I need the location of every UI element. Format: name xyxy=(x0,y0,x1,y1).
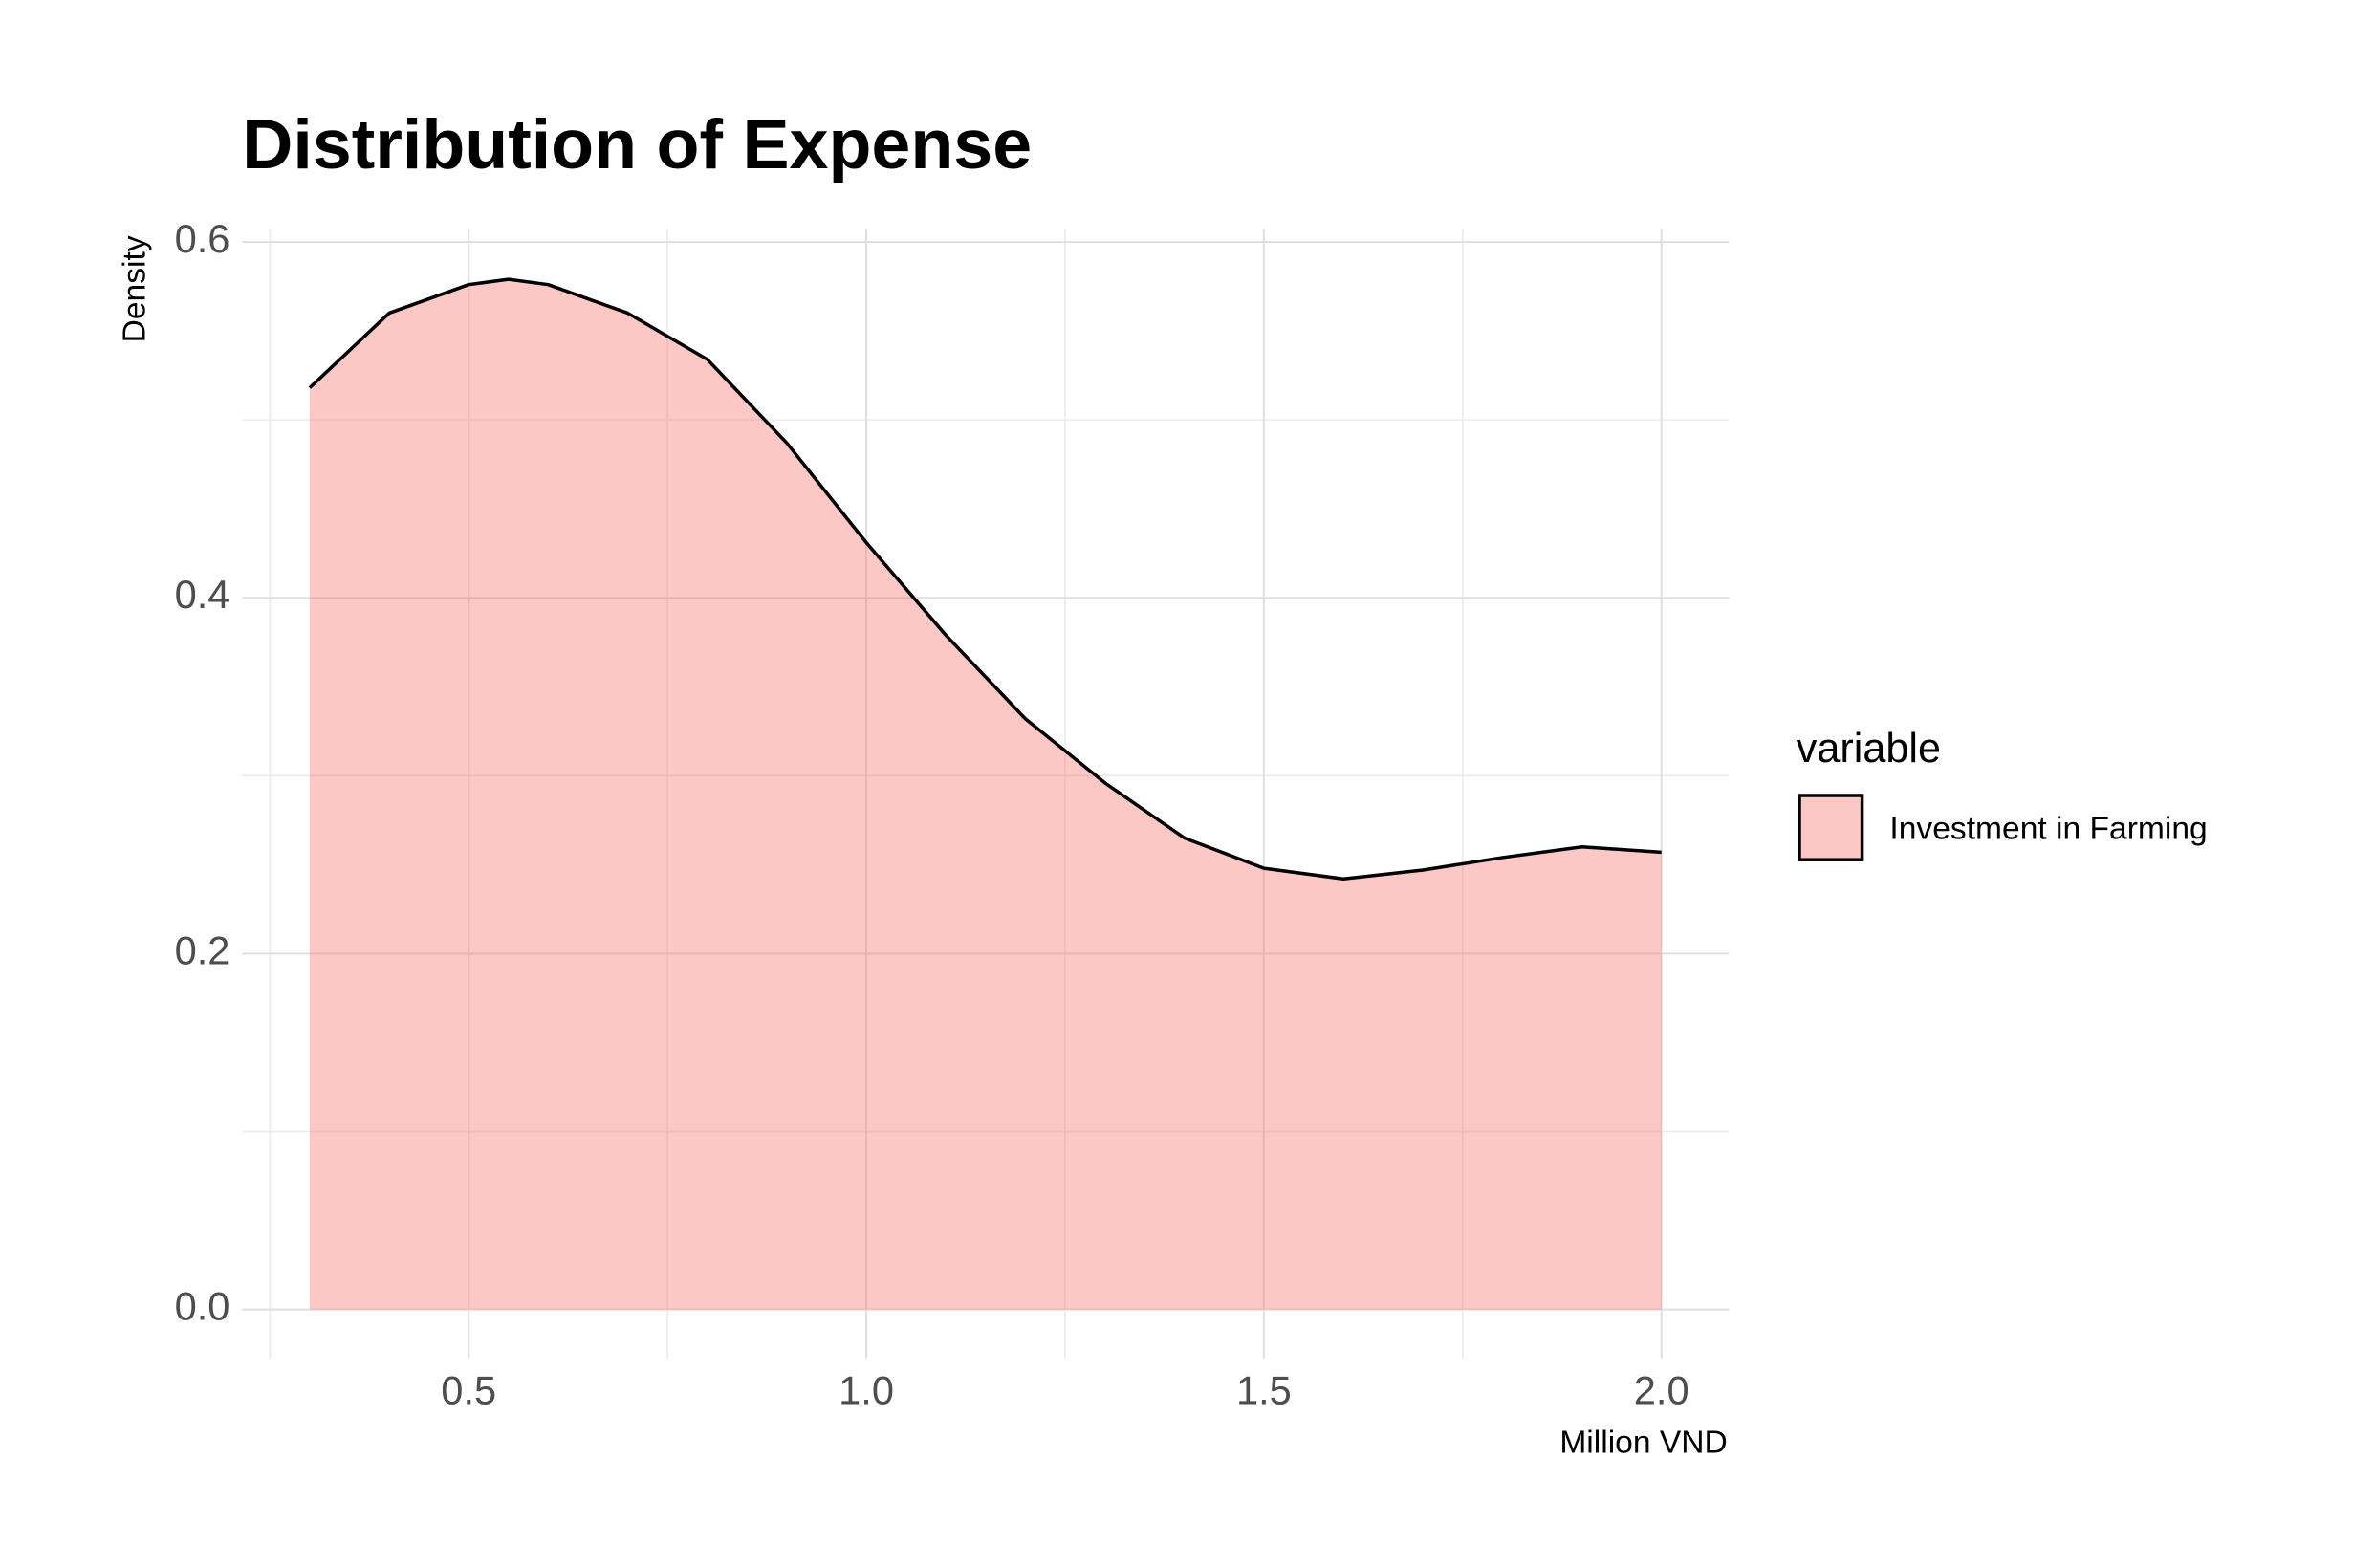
x-tick-label: 1.5 xyxy=(1236,1368,1292,1413)
x-tick-label: 0.5 xyxy=(441,1368,496,1413)
density-area xyxy=(309,279,1662,1310)
x-tick-label: 1.0 xyxy=(839,1368,894,1413)
y-axis-label: Density xyxy=(118,235,153,342)
x-axis-label: Million VND xyxy=(1559,1425,1727,1460)
y-tick-label: 0.6 xyxy=(175,216,230,261)
density-line xyxy=(308,277,1662,882)
y-tick-label: 0.4 xyxy=(175,572,230,617)
y-tick-label: 0.0 xyxy=(175,1284,230,1329)
legend-swatch xyxy=(1798,794,1864,861)
x-tick-label: 2.0 xyxy=(1634,1368,1689,1413)
chart-title: Distribution of Expense xyxy=(242,104,1032,184)
legend-title: variable xyxy=(1797,726,1941,772)
y-tick-label: 0.2 xyxy=(175,927,230,972)
legend-label: Investment in Farming xyxy=(1889,812,2207,847)
